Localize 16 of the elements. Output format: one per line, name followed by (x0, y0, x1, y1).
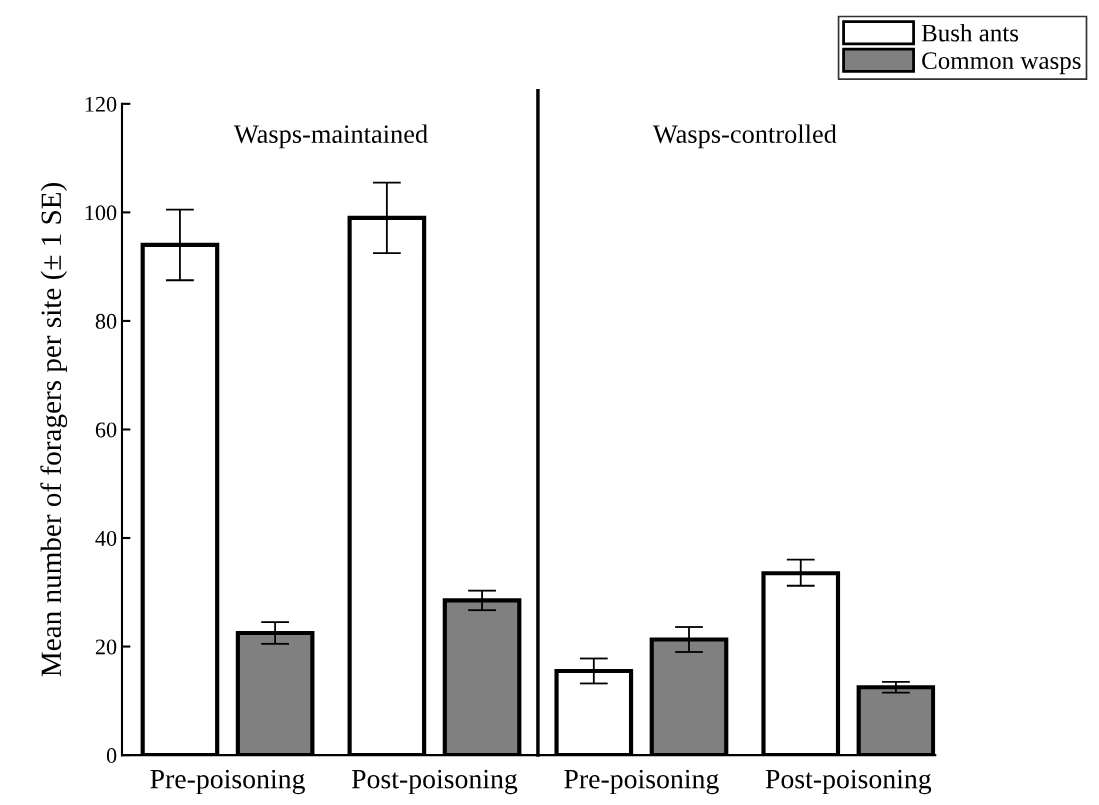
x-tick-label: Post-poisoning (351, 769, 518, 795)
y-tick-label: 60 (95, 422, 117, 438)
x-tick-label: Pre-poisoning (564, 769, 719, 795)
x-tick-label: Pre-poisoning (150, 769, 305, 795)
legend-label: Bush ants (921, 23, 1019, 42)
y-tick-label: 80 (95, 313, 117, 329)
y-axis-title: Mean number of foragers per site (± 1 SE) (40, 183, 68, 677)
annotation: Wasps-controlled (652, 124, 837, 149)
annotation: Wasps-maintained (233, 124, 428, 149)
legend-label: Common wasps (922, 52, 1081, 75)
x-tick-label: Post-poisoning (765, 769, 932, 795)
y-tick-label: 0 (106, 748, 117, 764)
y-tick-label: 120 (85, 96, 117, 112)
y-tick-label: 100 (85, 205, 117, 221)
y-tick-label: 40 (95, 530, 117, 546)
y-tick-label: 20 (95, 639, 117, 655)
